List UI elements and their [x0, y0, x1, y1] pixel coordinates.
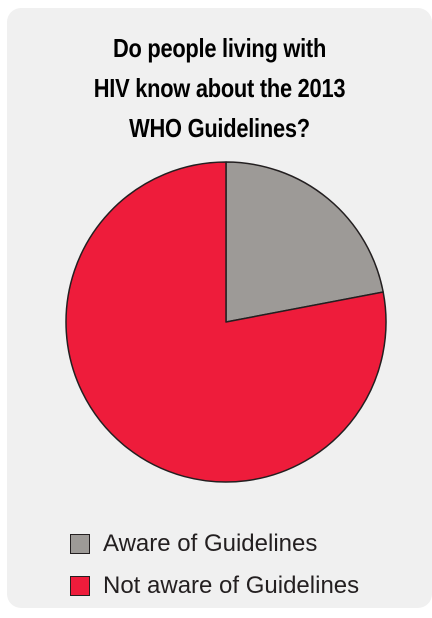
chart-title-line-3: WHO Guidelines? — [129, 113, 310, 143]
legend-label-aware: Aware of Guidelines — [103, 530, 318, 557]
chart-title: Do people living with HIV know about the… — [7, 28, 432, 148]
legend-label-not-aware: Not aware of Guidelines — [103, 572, 360, 599]
chart-title-line-1: Do people living with — [112, 33, 327, 63]
legend-item-not-aware: Not aware of Guidelines — [70, 565, 359, 607]
legend-swatch-not-aware — [70, 576, 90, 596]
chart-legend: Aware of Guidelines Not aware of Guideli… — [70, 523, 359, 607]
legend-item-aware: Aware of Guidelines — [70, 523, 359, 565]
chart-title-line-2: HIV know about the 2013 — [93, 73, 346, 103]
legend-swatch-aware — [70, 534, 90, 554]
pie-slice-aware — [225, 161, 384, 323]
pie-slice-not-aware — [65, 161, 387, 483]
